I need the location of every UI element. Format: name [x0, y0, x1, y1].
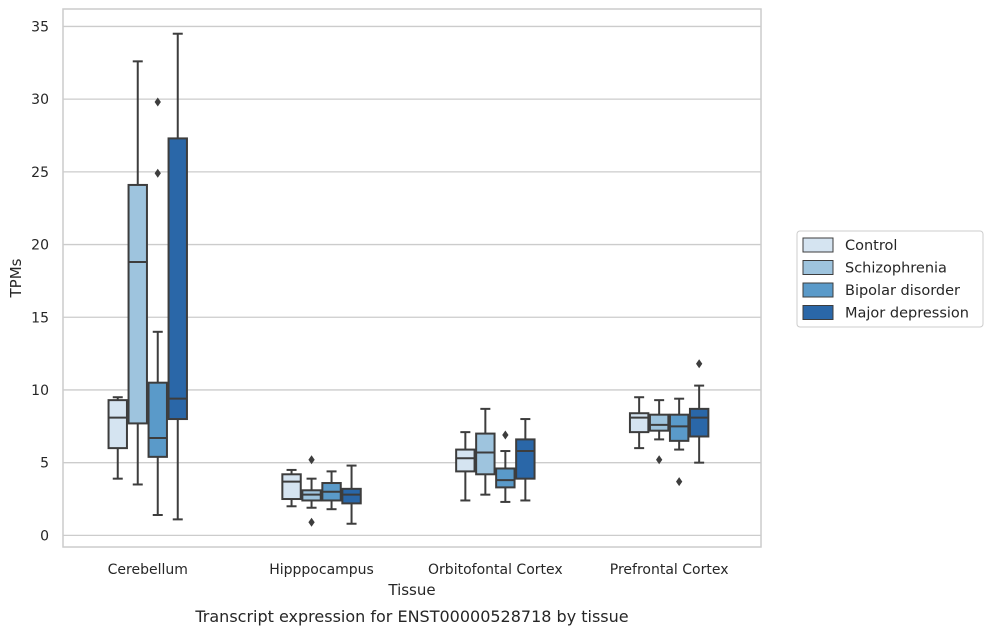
box-control-1: [281, 468, 302, 508]
box-iqr: [475, 432, 496, 476]
box-iqr: [455, 448, 476, 473]
legend-label: Schizophrenia: [845, 261, 947, 277]
outlier-point: [502, 430, 509, 440]
box-major-depression-3: [688, 359, 710, 464]
outlier-point: [308, 455, 315, 465]
legend-label: Bipolar disorder: [845, 283, 960, 299]
box-iqr: [628, 412, 650, 434]
box-iqr: [668, 413, 690, 442]
box-major-depression-1: [341, 464, 362, 525]
legend-frame: [796, 230, 984, 328]
x-tick-label: Cerebellum: [108, 562, 188, 578]
outlier-point: [154, 168, 161, 178]
legend-swatch: [802, 282, 834, 298]
chart-caption: Transcript expression for ENST0000052871…: [194, 607, 628, 626]
y-tick-label: 35: [31, 19, 49, 35]
y-tick-label: 10: [31, 383, 49, 399]
box-schizophrenia-1: [301, 455, 322, 527]
box-control-3: [628, 396, 650, 450]
y-tick-label: 15: [31, 310, 49, 326]
box-iqr: [495, 467, 516, 489]
box-bipolar-disorder-3: [668, 397, 690, 487]
x-tick-label: Hipppocampus: [269, 562, 374, 578]
outlier-point: [308, 517, 315, 527]
box-iqr: [648, 413, 670, 432]
box-major-depression-0: [167, 32, 188, 521]
x-axis-title: Tissue: [387, 581, 435, 599]
legend-label: Major depression: [845, 306, 969, 322]
box-schizophrenia-0: [127, 60, 148, 486]
y-tick-label: 30: [31, 92, 49, 108]
x-tick-label: Prefrontal Cortex: [610, 562, 729, 578]
box-iqr: [688, 407, 710, 438]
box-iqr: [341, 487, 362, 505]
box-iqr: [515, 438, 536, 480]
outlier-point: [696, 359, 703, 369]
box-iqr: [147, 381, 168, 458]
outlier-point: [676, 477, 683, 487]
box-control-0: [107, 396, 128, 480]
box-bipolar-disorder-0: [147, 97, 168, 517]
legend-swatch: [802, 237, 834, 253]
box-series: [107, 32, 710, 527]
y-tick-label: 20: [31, 238, 49, 254]
box-control-2: [455, 431, 476, 502]
x-tick-labels: Cerebellum Hipppocampus Orbitofontal Corte…: [108, 562, 729, 578]
y-tick-labels: 0 5 10 15 20 25 30 35: [31, 19, 49, 544]
box-iqr: [107, 399, 128, 450]
box-bipolar-disorder-1: [321, 470, 342, 511]
x-tick-label: Orbitofontal Cortex: [428, 562, 563, 578]
box-iqr: [167, 137, 188, 421]
outlier-point: [656, 455, 663, 465]
legend-swatch: [802, 260, 834, 275]
box-iqr: [127, 183, 148, 425]
y-axis-title: TPMs: [7, 258, 25, 298]
y-tick-label: 0: [40, 528, 49, 544]
legend-swatch: [802, 305, 834, 320]
box-iqr: [281, 473, 302, 501]
legend-label: Control: [845, 238, 897, 254]
plot-frame: [62, 8, 762, 548]
legend: Control Schizophrenia Bipolar disorder Majo…: [796, 230, 984, 328]
box-schizophrenia-3: [648, 399, 670, 465]
y-tick-label: 5: [40, 456, 49, 472]
box-major-depression-2: [515, 418, 536, 502]
outlier-point: [154, 97, 161, 107]
box-schizophrenia-2: [475, 407, 496, 496]
y-tick-label: 25: [31, 165, 49, 181]
box-bipolar-disorder-2: [495, 430, 516, 503]
